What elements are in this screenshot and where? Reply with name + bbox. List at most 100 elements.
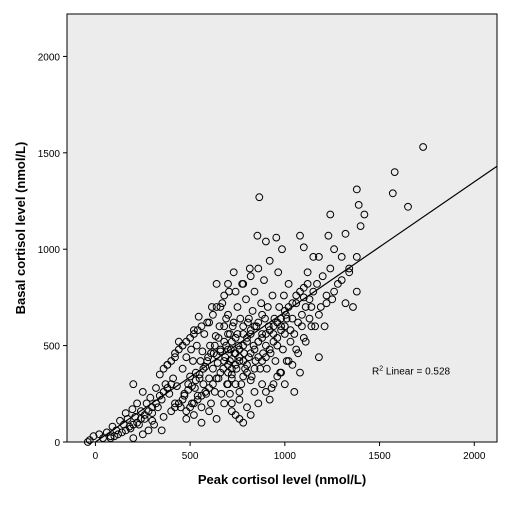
data-point [404, 202, 412, 211]
data-point [231, 380, 240, 389]
data-point [337, 253, 346, 261]
data-point [303, 280, 312, 288]
data-point [322, 299, 331, 308]
data-point [271, 357, 280, 365]
data-point [184, 380, 193, 389]
data-point [279, 345, 287, 354]
data-point [220, 399, 229, 408]
data-point [262, 388, 270, 396]
data-point [388, 189, 397, 198]
data-point [290, 330, 299, 338]
data-point [205, 374, 214, 383]
data-point [182, 353, 191, 362]
data-point [126, 424, 135, 433]
data-point [180, 389, 189, 398]
data-point [171, 399, 179, 408]
data-point [193, 391, 202, 400]
data-point [227, 399, 236, 408]
data-point [199, 380, 208, 389]
data-point [260, 276, 268, 285]
data-point [186, 372, 195, 381]
data-point [253, 231, 262, 240]
data-point [318, 272, 327, 281]
data-point [233, 330, 242, 338]
data-point [328, 295, 337, 304]
data-point [313, 280, 321, 288]
x-tick-label: 500 [182, 451, 199, 462]
data-point [229, 268, 238, 277]
y-tick-label: 2000 [38, 52, 61, 63]
data-point [258, 310, 267, 319]
data-point [227, 337, 236, 346]
data-point [254, 264, 263, 273]
data-point [154, 403, 162, 412]
data-point [198, 347, 207, 356]
data-point [354, 201, 363, 209]
data-point [239, 357, 248, 365]
data-point [174, 345, 183, 354]
data-point [245, 353, 253, 362]
data-point [265, 395, 274, 404]
data-point [110, 432, 119, 441]
data-point [190, 411, 198, 419]
data-point [182, 407, 191, 416]
data-point [277, 368, 286, 377]
data-point [248, 307, 257, 315]
data-point [268, 291, 277, 300]
data-point [326, 264, 335, 273]
data-point [280, 380, 289, 389]
x-tick-label: 1000 [274, 451, 297, 462]
data-point [187, 345, 196, 354]
data-point [239, 341, 248, 350]
data-point [114, 430, 122, 439]
data-point [192, 341, 201, 350]
data-point [249, 341, 258, 350]
data-point [210, 341, 219, 350]
data-point [309, 287, 318, 296]
data-point [245, 264, 254, 273]
data-point [242, 295, 250, 304]
data-point [207, 399, 215, 408]
data-point [286, 337, 295, 346]
data-point [278, 245, 286, 254]
plot-area [66, 13, 498, 443]
data-point [326, 210, 335, 219]
data-point [208, 303, 216, 311]
data-point [259, 349, 268, 358]
x-tick-label: 0 [93, 451, 99, 462]
data-point [150, 420, 159, 429]
data-point [341, 229, 350, 238]
data-point [216, 303, 225, 311]
data-point [274, 268, 283, 277]
data-point [224, 380, 232, 389]
data-point [246, 272, 255, 281]
data-point [301, 337, 310, 346]
data-point [226, 389, 234, 398]
data-point [352, 185, 361, 194]
data-point [288, 314, 297, 323]
fit-annotation-r: R [372, 367, 379, 378]
data-point [309, 253, 318, 261]
data-point [212, 374, 221, 383]
data-point [262, 364, 271, 373]
data-point [247, 372, 256, 381]
data-point [121, 409, 130, 418]
data-point [243, 403, 251, 412]
data-point [316, 303, 325, 311]
data-point [349, 303, 357, 311]
data-point [133, 399, 142, 408]
y-tick-label: 500 [43, 342, 60, 353]
data-point [201, 362, 210, 371]
data-point [305, 295, 314, 304]
data-point [159, 364, 168, 373]
data-point [138, 388, 147, 396]
data-point [226, 357, 234, 365]
data-point [157, 426, 166, 435]
data-point [222, 314, 231, 323]
data-point [144, 426, 153, 435]
data-point [352, 287, 361, 296]
data-point [235, 395, 244, 404]
data-point [341, 299, 350, 308]
data-point [284, 357, 293, 365]
data-point [128, 405, 137, 414]
